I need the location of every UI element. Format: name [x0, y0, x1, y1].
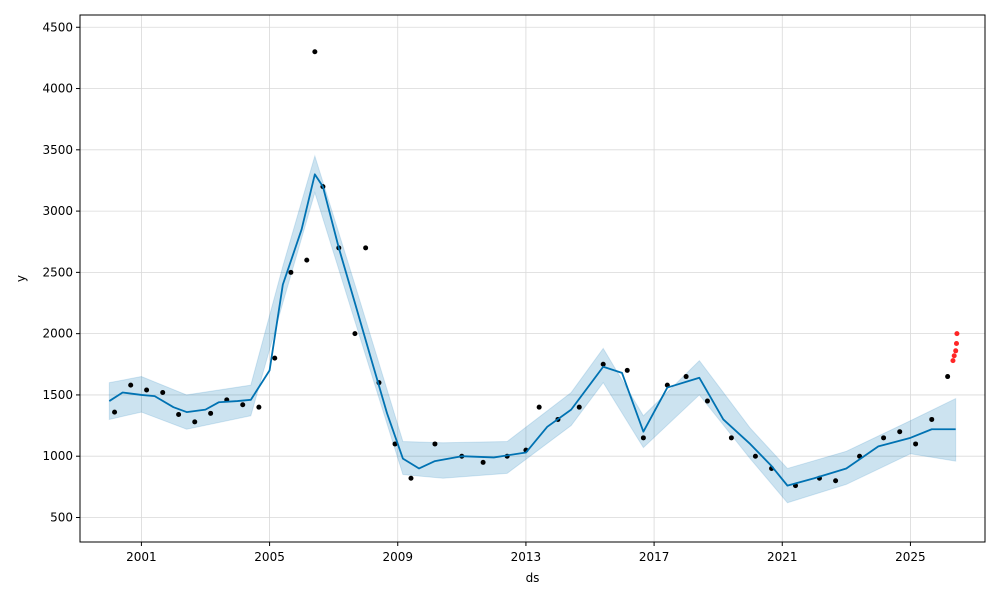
observed-point	[624, 367, 630, 373]
observed-point	[272, 355, 278, 361]
observed-point	[929, 416, 935, 422]
y-tick-label: 4500	[42, 20, 73, 34]
x-tick-label: 2013	[511, 550, 542, 564]
y-axis-label: y	[14, 275, 28, 282]
observed-point	[728, 435, 734, 441]
observed-point	[192, 419, 198, 425]
observed-point	[312, 49, 318, 55]
uncertainty-band	[108, 154, 957, 504]
observed-point	[408, 475, 414, 481]
observed-point	[128, 382, 134, 388]
observed-point	[432, 441, 438, 447]
observed-point	[913, 441, 919, 447]
observed-point	[112, 409, 118, 415]
observed-point	[833, 478, 839, 484]
y-tick-label: 2000	[42, 327, 73, 341]
highlight-point	[954, 331, 960, 337]
observed-point	[600, 361, 606, 367]
observed-point	[363, 245, 369, 251]
observed-point	[536, 404, 542, 410]
observed-point	[480, 459, 486, 465]
observed-point	[240, 402, 246, 408]
observed-point	[392, 441, 398, 447]
y-ticks: 500 1000 1500 2000 2500 3000 3500 4000 4500	[42, 20, 80, 524]
observed-point	[352, 331, 358, 337]
observed-point	[144, 387, 150, 393]
observed-point	[752, 453, 758, 459]
observed-point	[897, 429, 903, 435]
y-tick-label: 4000	[42, 82, 73, 96]
grid	[80, 15, 985, 542]
y-tick-label: 1000	[42, 449, 73, 463]
highlight-point	[953, 348, 959, 354]
y-tick-label: 1500	[42, 388, 73, 402]
x-ticks: 2001 2005 2009 2013 2017 2021 2025	[126, 542, 926, 564]
observed-point	[640, 435, 646, 441]
y-tick-label: 3000	[42, 204, 73, 218]
observed-point	[304, 257, 310, 263]
highlight-point	[951, 353, 957, 359]
highlight-points	[950, 331, 960, 364]
x-tick-label: 2001	[126, 550, 157, 564]
observed-point	[704, 398, 710, 404]
observed-point	[945, 374, 951, 380]
y-tick-label: 500	[50, 510, 73, 524]
observed-point	[256, 404, 262, 410]
plot-frame	[79, 14, 986, 543]
uncertainty-band-area	[108, 154, 957, 504]
x-axis-label: ds	[526, 571, 540, 585]
x-tick-label: 2025	[895, 550, 926, 564]
highlight-point	[953, 340, 959, 346]
observed-point	[576, 404, 582, 410]
x-tick-label: 2021	[767, 550, 798, 564]
observed-point	[208, 410, 214, 416]
forecast-line	[108, 173, 956, 487]
highlight-point	[950, 358, 956, 364]
observed-point	[176, 412, 182, 418]
observed-point	[160, 389, 166, 395]
x-tick-label: 2009	[382, 550, 413, 564]
forecast-line-path	[108, 173, 956, 487]
observed-point	[881, 435, 887, 441]
observed-point	[288, 269, 294, 275]
observed-point	[683, 374, 689, 380]
x-tick-label: 2017	[639, 550, 670, 564]
y-tick-label: 2500	[42, 265, 73, 279]
x-tick-label: 2005	[254, 550, 285, 564]
y-tick-label: 3500	[42, 143, 73, 157]
